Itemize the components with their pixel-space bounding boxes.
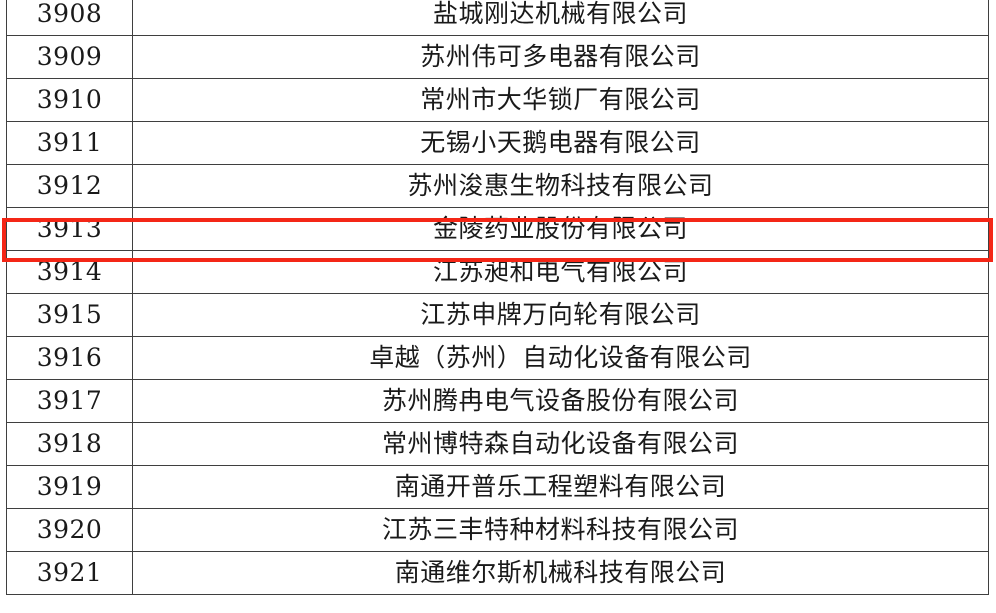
cell-enterprise-name: 卓越（苏州）自动化设备有限公司 [132, 336, 989, 380]
cell-enterprise-id: 3915 [6, 293, 133, 337]
cell-enterprise-name: 江苏申牌万向轮有限公司 [132, 293, 989, 337]
cell-enterprise-name: 苏州浚惠生物科技有限公司 [132, 164, 989, 208]
cell-enterprise-name: 苏州伟可多电器有限公司 [132, 35, 989, 79]
cell-enterprise-id: 3910 [6, 78, 133, 122]
table-row: 3913 金陵药业股份有限公司 [6, 207, 989, 251]
table-row: 3910 常州市大华锁厂有限公司 [6, 78, 989, 122]
table-row: 3911 无锡小天鹅电器有限公司 [6, 121, 989, 165]
cell-enterprise-name: 金陵药业股份有限公司 [132, 207, 989, 251]
cell-enterprise-id: 3913 [6, 207, 133, 251]
table-row: 3920 江苏三丰特种材料科技有限公司 [6, 508, 989, 552]
cell-enterprise-id: 3919 [6, 465, 133, 509]
cell-enterprise-id: 3916 [6, 336, 133, 380]
cell-enterprise-name: 盐城刚达机械有限公司 [132, 0, 989, 36]
cell-enterprise-id: 3912 [6, 164, 133, 208]
cell-enterprise-name: 苏州腾冉电气设备股份有限公司 [132, 379, 989, 423]
cell-enterprise-name: 常州市大华锁厂有限公司 [132, 78, 989, 122]
table-row: 3918 常州博特森自动化设备有限公司 [6, 422, 989, 466]
table-row: 3917 苏州腾冉电气设备股份有限公司 [6, 379, 989, 423]
cell-enterprise-name: 南通开普乐工程塑料有限公司 [132, 465, 989, 509]
table-row: 3919 南通开普乐工程塑料有限公司 [6, 465, 989, 509]
enterprise-list-table: 3908 盐城刚达机械有限公司 3909 苏州伟可多电器有限公司 3910 常州市大华锁厂… [6, 0, 989, 595]
cell-enterprise-id: 3917 [6, 379, 133, 423]
cell-enterprise-id: 3911 [6, 121, 133, 165]
cell-enterprise-id: 3914 [6, 250, 133, 294]
table-row: 3909 苏州伟可多电器有限公司 [6, 35, 989, 79]
table-body: 3908 盐城刚达机械有限公司 3909 苏州伟可多电器有限公司 3910 常州市大华锁厂… [6, 0, 989, 595]
table-row: 3915 江苏申牌万向轮有限公司 [6, 293, 989, 337]
cell-enterprise-name: 江苏三丰特种材料科技有限公司 [132, 508, 989, 552]
cell-enterprise-name: 南通维尔斯机械科技有限公司 [132, 551, 989, 595]
cell-enterprise-name: 常州博特森自动化设备有限公司 [132, 422, 989, 466]
cell-enterprise-id: 3920 [6, 508, 133, 552]
table-row: 3912 苏州浚惠生物科技有限公司 [6, 164, 989, 208]
cell-enterprise-id: 3921 [6, 551, 133, 595]
cell-enterprise-id: 3909 [6, 35, 133, 79]
table-row: 3921 南通维尔斯机械科技有限公司 [6, 551, 989, 595]
cell-enterprise-id: 3918 [6, 422, 133, 466]
table-row: 3908 盐城刚达机械有限公司 [6, 0, 989, 36]
table-row: 3914 江苏昶和电气有限公司 [6, 250, 989, 294]
cell-enterprise-id: 3908 [6, 0, 133, 36]
cell-enterprise-name: 江苏昶和电气有限公司 [132, 250, 989, 294]
table-row: 3916 卓越（苏州）自动化设备有限公司 [6, 336, 989, 380]
cell-enterprise-name: 无锡小天鹅电器有限公司 [132, 121, 989, 165]
